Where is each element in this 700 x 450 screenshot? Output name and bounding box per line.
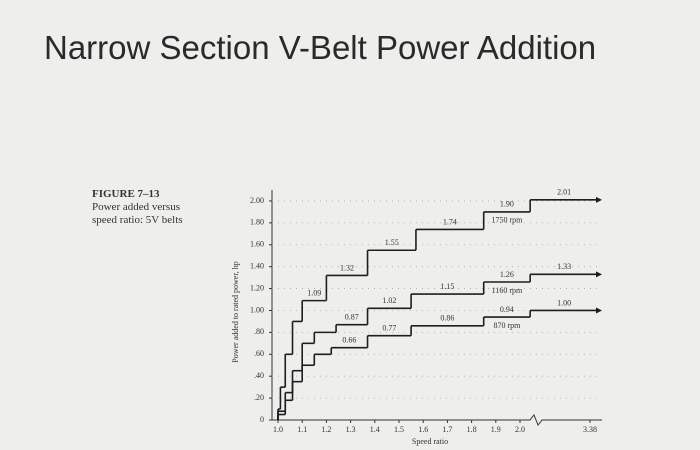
x-tick-label: 1.3 [346,425,356,434]
value-label: 1.00 [557,298,571,307]
value-label: 0.94 [500,305,514,314]
y-tick-label: 1.80 [250,218,264,227]
value-label: 0.87 [345,313,359,322]
y-tick-label: 1.20 [250,283,264,292]
value-label: 1.90 [500,200,514,209]
value-label: 0.77 [382,323,396,332]
y-tick-label: 1.40 [250,261,264,270]
arrow-head [596,307,602,314]
value-label: 1.33 [557,262,571,271]
x-axis [272,414,602,426]
figure-label: FIGURE 7–13 [92,188,160,200]
y-tick-label: 1.60 [250,240,264,249]
value-label: 1.02 [382,296,396,305]
y-tick-label: .40 [254,371,264,380]
value-label: 2.01 [557,188,571,197]
value-label: 0.86 [440,314,454,323]
x-tick-label: 3.38 [583,425,597,434]
slide-title: Narrow Section V-Belt Power Addition [44,29,597,66]
y-tick-label: 2.00 [250,196,264,205]
value-label: 1.26 [500,270,514,279]
caption-line: speed ratio: 5V belts [92,214,183,226]
arrow-head [596,196,602,203]
y-tick-label: .60 [254,349,264,358]
caption-line: Power added versus [92,201,180,213]
y-tick-label: 1.00 [250,305,264,314]
series-label: 870 rpm [493,321,521,330]
arrow-head [596,271,602,278]
x-tick-label: 1.6 [418,425,428,434]
x-tick-label: 1.7 [442,425,452,434]
caption: FIGURE 7–13 Power added versus speed rat… [92,188,183,227]
y-tick-label: 0 [260,415,264,424]
x-tick-label: 2.0 [515,425,525,434]
series-label: 1160 rpm [492,286,523,295]
x-tick-label: 1.5 [394,425,404,434]
x-tick-label: 1.8 [467,425,477,434]
value-label: 0.66 [342,336,356,345]
x-tick-label: 1.4 [370,425,380,434]
value-label: 1.09 [307,288,321,297]
series-label: 1750 rpm [491,216,523,225]
y-tick-label: .20 [254,393,264,402]
x-axis-label: Speed ratio [412,437,448,446]
value-label: 1.55 [385,238,399,247]
x-tick-label: 1.2 [321,425,331,434]
y-tick-label: .80 [254,327,264,336]
x-tick-label: 1.0 [273,425,283,434]
value-label: 1.15 [440,282,454,291]
value-label: 1.74 [443,217,457,226]
value-label: 1.32 [340,263,354,272]
y-axis-label: Power added to rated power, hp [231,261,240,362]
x-tick-label: 1.1 [297,425,307,434]
x-tick-label: 1.9 [491,425,501,434]
